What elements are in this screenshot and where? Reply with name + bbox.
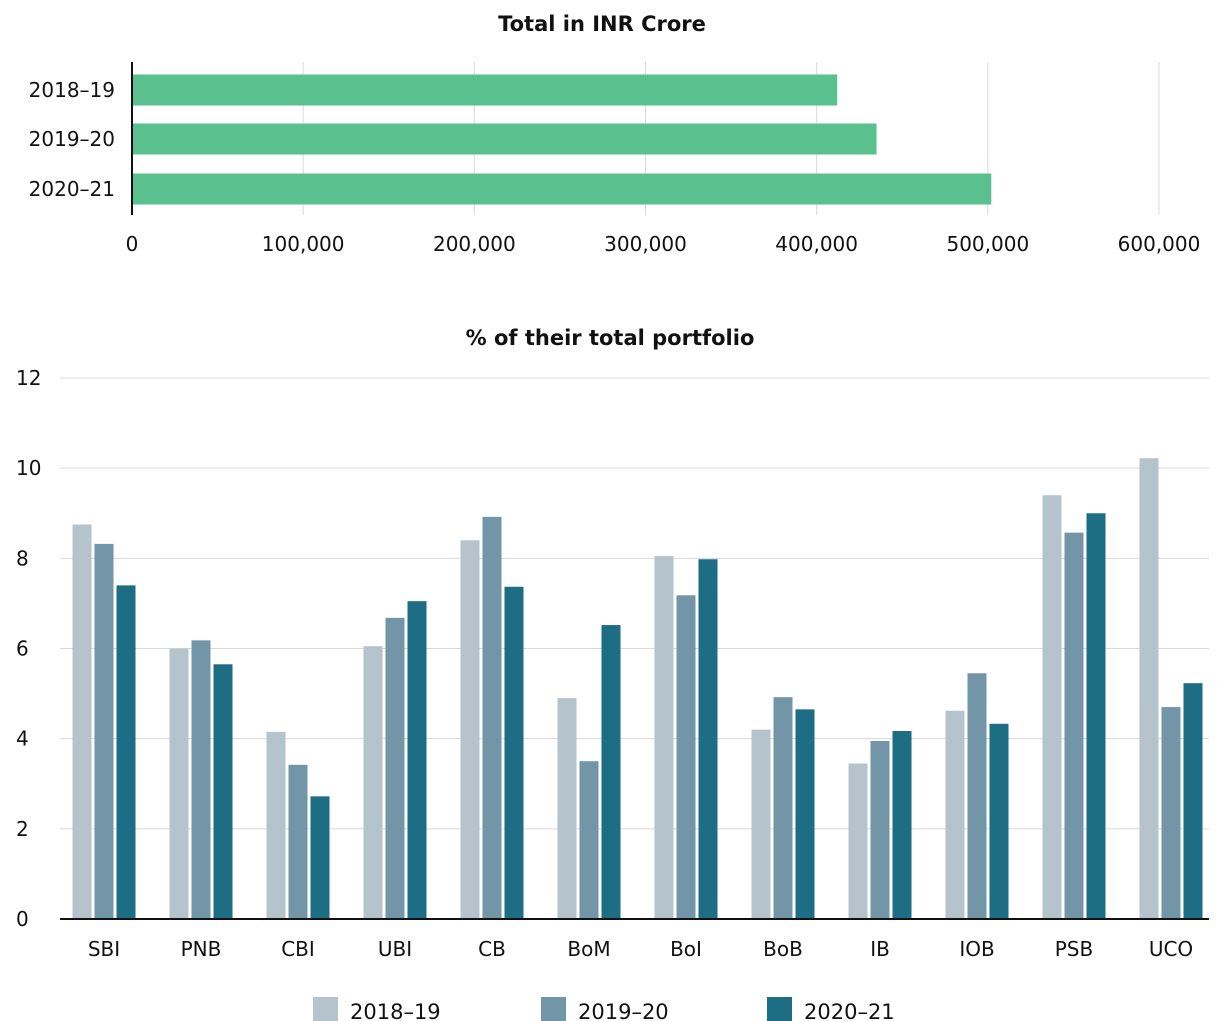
bar-CB-2018–19	[460, 540, 480, 919]
bar-PNB-2020–21	[213, 664, 233, 919]
y-tick-label: 10	[16, 456, 41, 480]
bar-CBI-2019–20	[288, 764, 308, 919]
legend: 2018–19 2019–20 2020–21	[313, 997, 895, 1021]
total-inr-crore-chart: 0 100,000 200,000 300,000 400,000 500,000 600,…	[29, 62, 1201, 256]
bar-IB-2019–20	[870, 740, 890, 919]
x-tick-label: CB	[478, 937, 506, 961]
bar-PSB-2019–20	[1064, 532, 1084, 919]
bar-IB-2018–19	[848, 763, 868, 919]
bar-2020–21	[133, 173, 992, 205]
y-tick-label: 8	[16, 546, 29, 570]
bar-BoI-2019–20	[676, 595, 696, 919]
x-tick-label: UCO	[1149, 937, 1193, 961]
y-tick-label: 0	[16, 907, 29, 931]
bar-CB-2019–20	[482, 516, 502, 919]
bar-UCO-2018–19	[1139, 458, 1159, 919]
y-tick-label: 6	[16, 637, 29, 661]
bar-PSB-2020–21	[1086, 513, 1106, 919]
portfolio-percent-chart: 0 2 4 6 8 10 12 SBI PNB CBI UBI CB BoM BoI BoB IB IOB PSB…	[16, 366, 1209, 961]
chart-1-title: Total in INR Crore	[498, 12, 706, 36]
y-tick-label: 2	[16, 817, 29, 841]
bar-BoM-2020–21	[601, 625, 621, 919]
x-tick-label: PNB	[181, 937, 222, 961]
bar-UCO-2020–21	[1183, 683, 1203, 919]
bar-BoM-2019–20	[579, 761, 599, 919]
x-tick-label: 400,000	[775, 232, 858, 256]
bar-BoB-2019–20	[773, 697, 793, 919]
x-tick-label: BoM	[567, 937, 610, 961]
bar-PNB-2019–20	[191, 640, 211, 919]
x-tick-label: 600,000	[1118, 232, 1201, 256]
bar-BoI-2018–19	[654, 556, 674, 919]
x-tick-label: PSB	[1055, 937, 1093, 961]
x-tick-label: BoB	[763, 937, 803, 961]
bar-CBI-2020–21	[310, 796, 330, 919]
x-tick-label: 0	[126, 232, 139, 256]
x-tick-label: 500,000	[946, 232, 1029, 256]
x-tick-label: IB	[870, 937, 890, 961]
bar-BoI-2020–21	[698, 559, 718, 919]
bar-2019–20	[133, 123, 877, 155]
bar-SBI-2020–21	[116, 585, 136, 919]
bar-BoB-2020–21	[795, 709, 815, 919]
x-tick-label: UBI	[378, 937, 412, 961]
x-tick-label: BoI	[670, 937, 702, 961]
legend-label: 2018–19	[350, 1000, 441, 1021]
bar-BoM-2018–19	[557, 698, 577, 919]
bar-CBI-2018–19	[266, 731, 286, 919]
legend-swatch-2018–19	[313, 997, 338, 1021]
legend-swatch-2019–20	[541, 997, 566, 1021]
y-tick-label: 12	[16, 366, 41, 390]
legend-label: 2020–21	[804, 1000, 895, 1021]
chart-2-title: % of their total portfolio	[466, 326, 755, 350]
bar-BoB-2018–19	[751, 729, 771, 919]
bar-CB-2020–21	[504, 586, 524, 919]
bar-IOB-2020–21	[989, 723, 1009, 919]
bar-PSB-2018–19	[1042, 495, 1062, 919]
bar-2018–19	[133, 74, 838, 106]
y-tick-label: 2020–21	[29, 177, 115, 201]
bar-UBI-2018–19	[363, 646, 383, 919]
bar-IB-2020–21	[892, 731, 912, 919]
x-tick-label: IOB	[959, 937, 994, 961]
x-tick-label: CBI	[281, 937, 315, 961]
y-tick-label: 2019–20	[29, 127, 115, 151]
y-tick-label: 4	[16, 727, 29, 751]
legend-label: 2019–20	[578, 1000, 669, 1021]
legend-swatch-2020–21	[767, 997, 792, 1021]
x-tick-label: 300,000	[604, 232, 687, 256]
bar-SBI-2019–20	[94, 543, 114, 919]
bar-SBI-2018–19	[72, 524, 92, 919]
bar-IOB-2019–20	[967, 673, 987, 919]
bar-UBI-2020–21	[407, 601, 427, 919]
y-tick-label: 2018–19	[29, 78, 115, 102]
x-tick-label: 100,000	[262, 232, 345, 256]
bar-UCO-2019–20	[1161, 707, 1181, 919]
bar-PNB-2018–19	[169, 648, 189, 919]
x-tick-label: SBI	[88, 937, 120, 961]
x-tick-label: 200,000	[433, 232, 516, 256]
bar-UBI-2019–20	[385, 617, 405, 919]
bar-IOB-2018–19	[945, 710, 965, 919]
